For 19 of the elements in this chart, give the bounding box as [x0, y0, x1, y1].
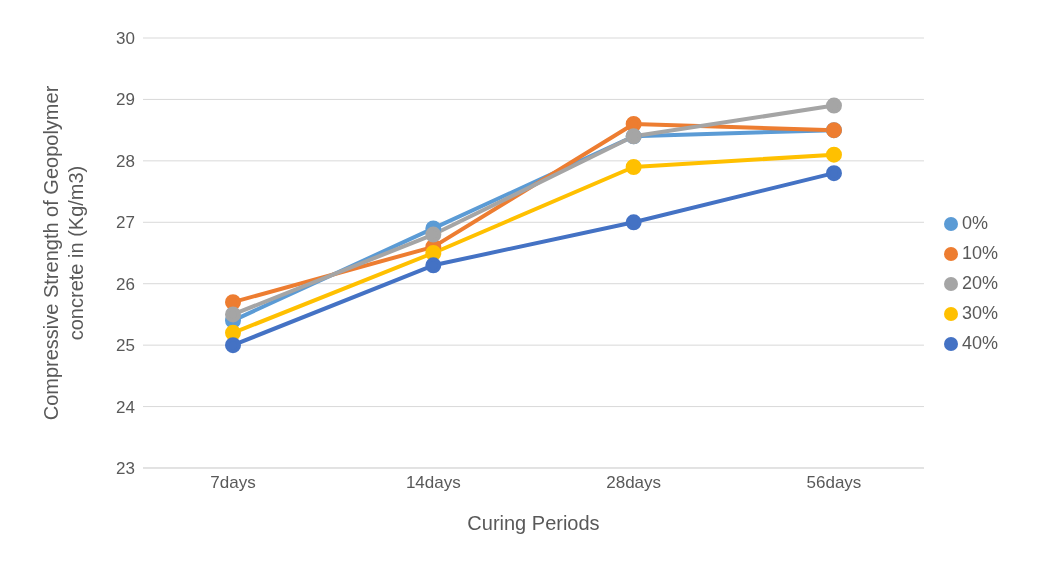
y-tick-label: 25	[116, 336, 135, 356]
legend-label: 30%	[961, 303, 998, 323]
legend-label: 0%	[961, 213, 988, 233]
x-tick-label: 28days	[606, 473, 662, 493]
x-tick-label: 56days	[806, 473, 862, 493]
x-tick-label: 7days	[210, 473, 256, 493]
y-tick-label: 26	[116, 274, 135, 294]
x-axis-title: Curing Periods	[467, 512, 600, 534]
y-tick-label: 24	[116, 397, 135, 417]
y-tick-label: 28	[116, 151, 135, 171]
x-tick-label: 14days	[405, 473, 461, 493]
y-axis-title: Compressive Strength of Geopolymer concrete in (Kg/m3)	[39, 85, 87, 421]
y-tick-label: 30	[116, 29, 135, 49]
y-tick-label: 23	[116, 459, 135, 479]
y-tick-label: 29	[116, 90, 135, 110]
legend-label: 10%	[961, 243, 998, 263]
y-tick-label: 27	[116, 213, 135, 233]
legend-label: 40%	[961, 333, 998, 353]
legend-label: 20%	[961, 273, 998, 293]
